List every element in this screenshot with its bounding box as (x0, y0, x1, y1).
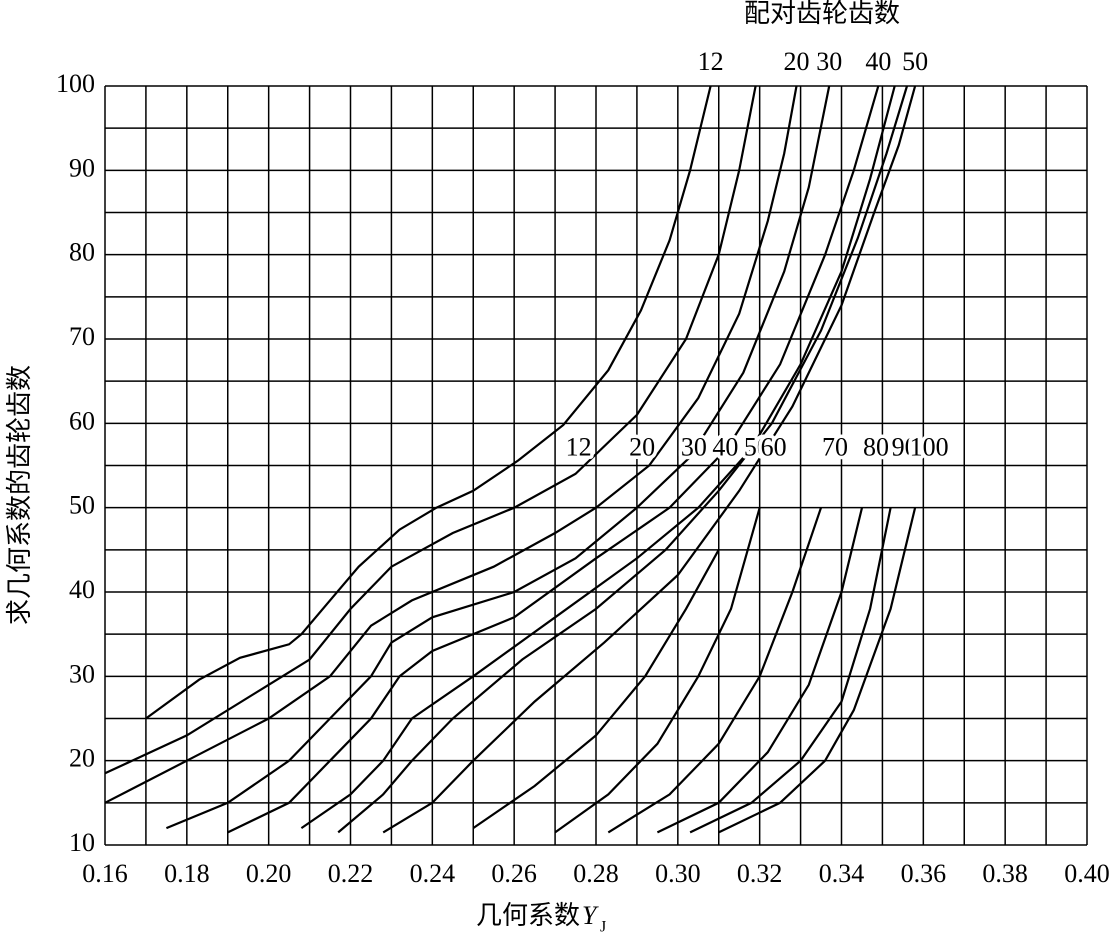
top-label: 50 (902, 47, 928, 76)
curve (607, 507, 823, 834)
top-label: 30 (816, 47, 842, 76)
y-tick-label: 80 (69, 238, 95, 267)
y-tick-label: 30 (69, 659, 95, 688)
curve (104, 85, 798, 804)
curve (227, 85, 880, 834)
curve (337, 85, 909, 834)
chart-title: 配对齿轮齿数 (744, 0, 900, 28)
x-tick-label: 0.38 (982, 859, 1028, 888)
mid-label: 12 (566, 432, 592, 461)
x-tick-label: 0.16 (82, 859, 128, 888)
mid-label: 50 (744, 432, 770, 461)
mid-label: 100 (910, 432, 949, 461)
curve (165, 85, 831, 830)
x-tick-label: 0.30 (655, 859, 701, 888)
mid-label: 30 (681, 432, 707, 461)
mid-label: 60 (761, 432, 787, 461)
y-tick-label: 10 (69, 828, 95, 857)
mid-label: 80 (863, 432, 889, 461)
x-tick-label: 0.40 (1064, 859, 1110, 888)
mid-label: 90 (892, 432, 918, 461)
x-axis-symbol: Y (582, 901, 599, 930)
x-tick-label: 0.34 (819, 859, 865, 888)
x-axis-label: 几何系数 (476, 901, 580, 930)
y-axis-label: 求几何系数的齿轮齿数 (5, 365, 34, 625)
y-tick-label: 50 (69, 491, 95, 520)
y-tick-label: 20 (69, 744, 95, 773)
curve (145, 85, 712, 720)
curve (300, 85, 896, 830)
curve (554, 507, 761, 834)
y-tick-label: 90 (69, 153, 95, 182)
x-tick-label: 0.26 (491, 859, 537, 888)
x-tick-label: 0.18 (164, 859, 210, 888)
curve (104, 85, 757, 775)
x-tick-label: 0.22 (328, 859, 374, 888)
mid-label: 40 (712, 432, 738, 461)
curve (656, 507, 864, 834)
y-tick-label: 40 (69, 575, 95, 604)
curve (689, 507, 892, 834)
curve (382, 85, 917, 834)
mid-label: 20 (629, 432, 655, 461)
x-axis-subscript: J (600, 919, 606, 936)
x-tick-label: 0.20 (246, 859, 292, 888)
mid-label: 70 (822, 432, 848, 461)
y-tick-label: 60 (69, 406, 95, 435)
x-tick-label: 0.24 (410, 859, 456, 888)
x-tick-label: 0.36 (901, 859, 947, 888)
top-label: 40 (865, 47, 891, 76)
x-tick-label: 0.32 (737, 859, 783, 888)
y-tick-label: 70 (69, 322, 95, 351)
top-label: 12 (698, 47, 724, 76)
top-label: 20 (783, 47, 809, 76)
curve (718, 507, 917, 834)
y-tick-label: 100 (56, 69, 95, 98)
x-tick-label: 0.28 (573, 859, 619, 888)
curve (472, 549, 720, 830)
